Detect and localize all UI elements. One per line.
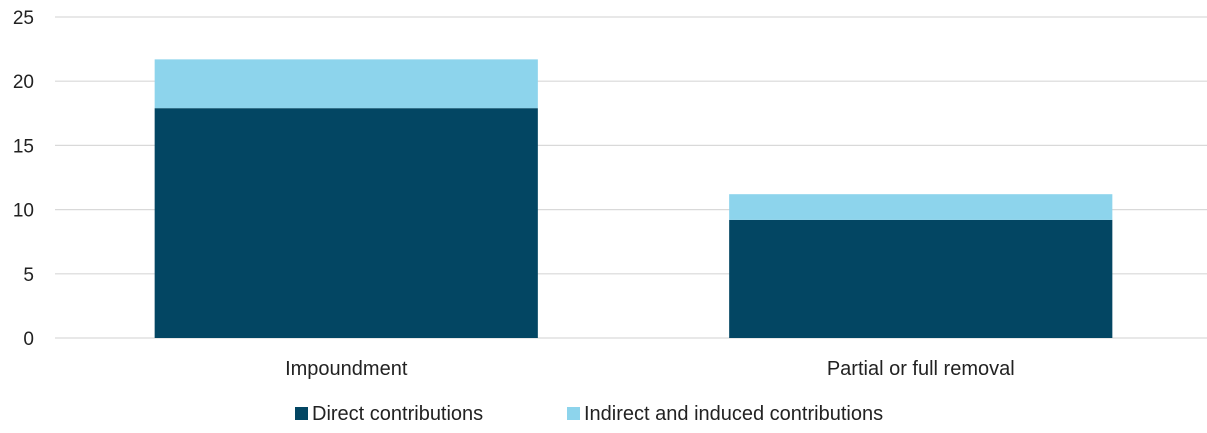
y-tick-label: 5 — [23, 265, 34, 286]
y-tick-label: 10 — [13, 201, 34, 222]
bar-segment — [154, 59, 538, 109]
bar-segment — [729, 219, 1113, 338]
bar-segment — [729, 194, 1113, 220]
category-label: Impoundment — [285, 358, 408, 380]
legend-label: Direct contributions — [312, 403, 483, 425]
legend: Direct contributions Indirect and induced… — [295, 403, 883, 425]
bar-segment — [154, 108, 538, 338]
x-axis-category-labels: Impoundment Partial or full removal — [285, 358, 1015, 380]
y-tick-label: 0 — [23, 329, 34, 350]
legend-label: Indirect and induced contributions — [584, 403, 883, 425]
legend-swatch — [567, 407, 580, 420]
bars — [154, 59, 1113, 338]
legend-swatch — [295, 407, 308, 420]
y-axis-tick-labels: 0 5 10 15 20 25 — [13, 8, 34, 350]
category-label: Partial or full removal — [827, 358, 1015, 380]
y-tick-label: 15 — [13, 136, 34, 157]
y-tick-label: 25 — [13, 8, 34, 29]
y-tick-label: 20 — [13, 72, 34, 93]
